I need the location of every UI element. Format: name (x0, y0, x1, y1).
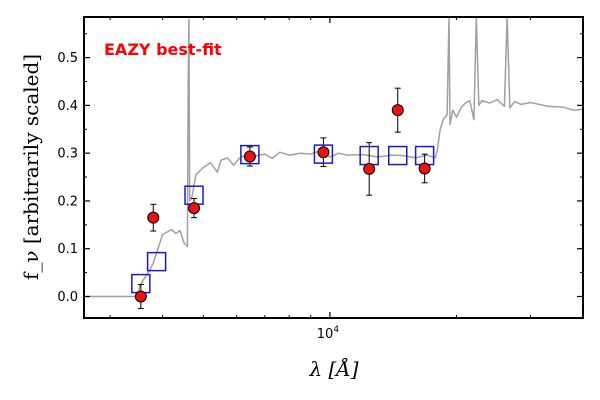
observed-flux-point (243, 150, 256, 163)
model-points-layer (131, 144, 435, 294)
sed-layer (84, 16, 584, 298)
observed-flux-point (363, 162, 376, 175)
y-tick-label: 0.4 (57, 99, 78, 114)
observed-flux-point (317, 146, 330, 159)
observed-flux-point (188, 202, 201, 215)
annotation-label: EAZY best-fit (104, 40, 222, 59)
plot-frame (83, 16, 584, 319)
errorbar-layer (137, 87, 428, 309)
model-flux-square (313, 144, 334, 164)
observed-flux-point (391, 104, 404, 117)
y-tick-label: 0.0 (57, 290, 78, 305)
y-tick-label: 0.3 (57, 147, 78, 162)
plot-area (84, 16, 584, 309)
observed-flux-point (147, 211, 160, 224)
observed-flux-point (134, 290, 147, 303)
y-tick-label: 0.5 (57, 51, 78, 66)
y-tick-label: 0.1 (57, 242, 78, 257)
observed-points-layer (134, 104, 431, 303)
y-axis-label: f_ν [arbitrarily scaled] (19, 54, 43, 280)
model-flux-square (240, 144, 260, 165)
tick-layer: 0.0 0.1 0.2 0.3 0.4 0.5 104 (57, 17, 584, 342)
x-axis-label: λ [Å] (308, 356, 358, 381)
sed-curve (84, 16, 584, 298)
model-flux-square (388, 145, 408, 166)
observed-flux-point (418, 162, 431, 175)
x-tick-label: 104 (317, 325, 340, 342)
y-tick-label: 0.2 (57, 194, 78, 209)
model-flux-square (146, 251, 167, 272)
